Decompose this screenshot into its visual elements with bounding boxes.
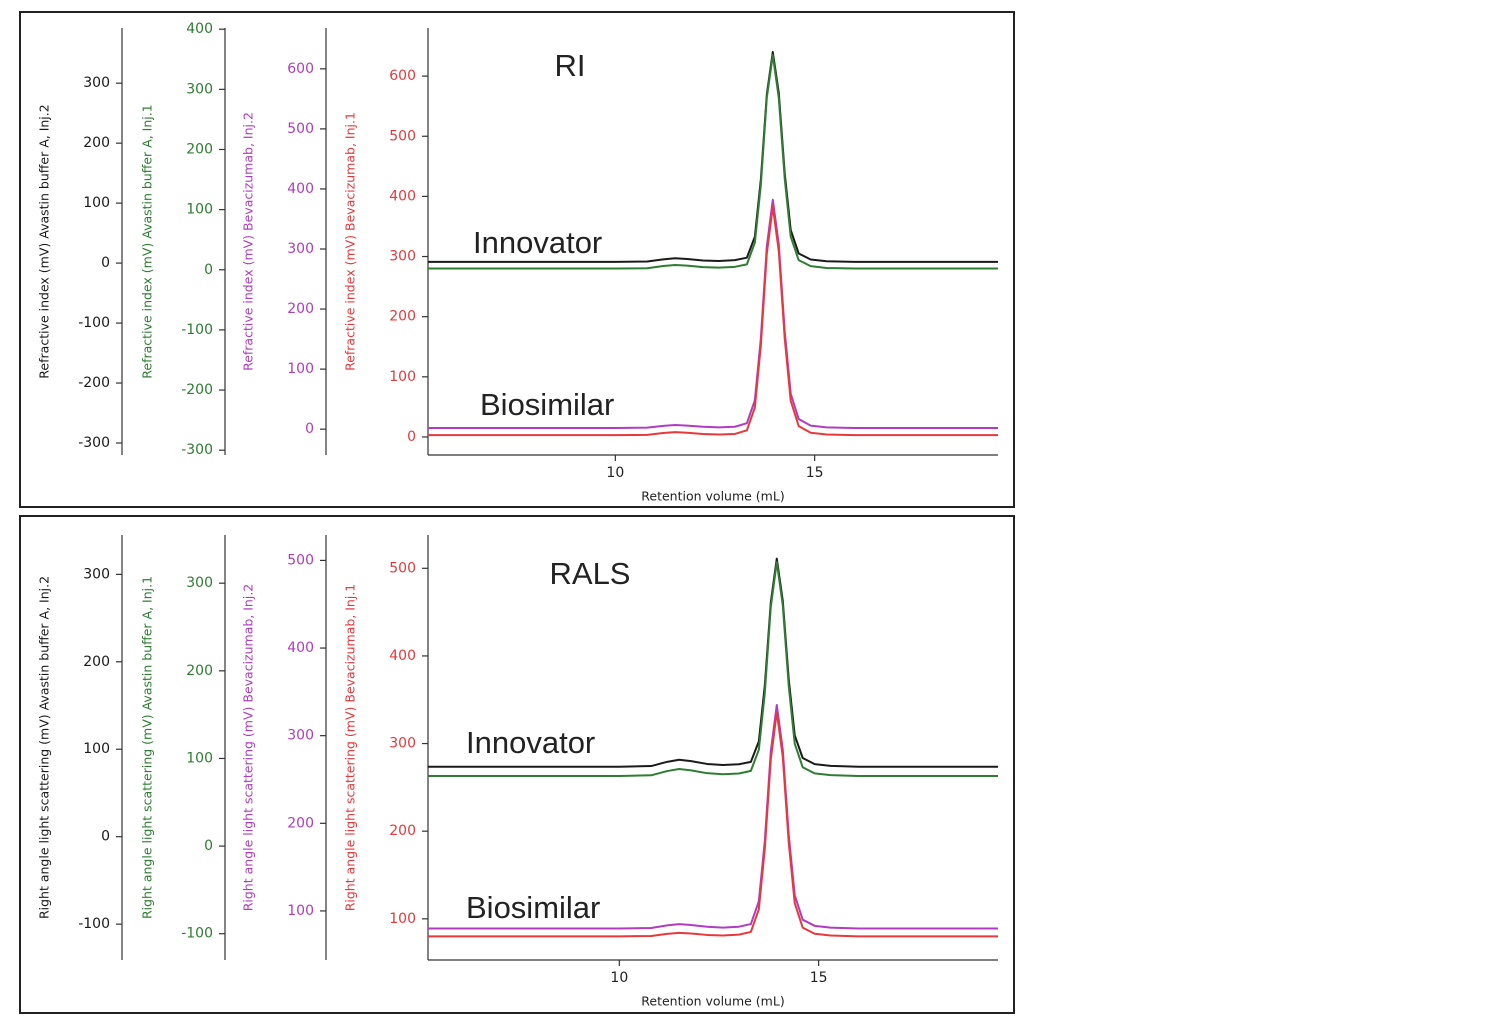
y-axis-label: Right angle light scattering (mV) Bevaci… bbox=[343, 584, 358, 912]
y-tick-label: 200 bbox=[389, 309, 416, 325]
y-tick-label: 400 bbox=[287, 640, 314, 656]
y-tick-label: -100 bbox=[181, 926, 213, 942]
y-tick-label: 0 bbox=[407, 429, 416, 445]
y-tick-label: 600 bbox=[287, 61, 314, 77]
y-tick-label: -300 bbox=[181, 442, 213, 458]
y-tick-label: 200 bbox=[186, 141, 213, 157]
y-tick-label: 0 bbox=[101, 829, 110, 845]
x-tick-label: 15 bbox=[810, 970, 828, 986]
y-tick-label: 300 bbox=[287, 728, 314, 744]
y-tick-label: 100 bbox=[287, 361, 314, 377]
y-axis-label: Refractive index (mV) Bevacizumab, Inj.2 bbox=[241, 112, 256, 371]
y-axis-label: Refractive index (mV) Avastin buffer A, … bbox=[140, 104, 155, 378]
y-tick-label: 200 bbox=[287, 815, 314, 831]
y-tick-label: 300 bbox=[83, 566, 110, 582]
y-tick-label: 100 bbox=[83, 741, 110, 757]
y-tick-label: 400 bbox=[186, 21, 213, 37]
y-tick-label: 200 bbox=[83, 654, 110, 670]
y-tick-label: 200 bbox=[287, 301, 314, 317]
series-line bbox=[428, 54, 998, 270]
y-tick-label: -300 bbox=[78, 435, 110, 451]
y-tick-label: 300 bbox=[389, 736, 416, 752]
chart-title: RALS bbox=[550, 556, 631, 591]
y-tick-label: 400 bbox=[389, 188, 416, 204]
y-tick-label: 400 bbox=[287, 181, 314, 197]
y-tick-label: 500 bbox=[287, 552, 314, 568]
y-tick-label: 300 bbox=[186, 575, 213, 591]
y-tick-label: 100 bbox=[186, 202, 213, 218]
annotation: Innovator bbox=[473, 225, 602, 260]
x-axis-label: Retention volume (mL) bbox=[641, 994, 784, 1009]
y-tick-label: 500 bbox=[389, 560, 416, 576]
y-tick-label: 0 bbox=[305, 421, 314, 437]
annotation: Biosimilar bbox=[466, 890, 600, 925]
y-tick-label: 100 bbox=[389, 369, 416, 385]
y-tick-label: 0 bbox=[101, 255, 110, 271]
y-tick-label: 500 bbox=[287, 121, 314, 137]
panel-frame bbox=[19, 515, 1015, 1014]
y-tick-label: 300 bbox=[186, 81, 213, 97]
series-line bbox=[428, 561, 998, 777]
y-tick-label: 200 bbox=[389, 823, 416, 839]
y-tick-label: -100 bbox=[78, 916, 110, 932]
y-tick-label: 300 bbox=[389, 249, 416, 265]
y-axis-label: Right angle light scattering (mV) Avasti… bbox=[140, 576, 155, 919]
y-tick-label: 500 bbox=[389, 128, 416, 144]
y-axis-label: Refractive index (mV) Avastin buffer A, … bbox=[37, 104, 52, 378]
y-tick-label: 300 bbox=[83, 75, 110, 91]
y-tick-label: 200 bbox=[186, 663, 213, 679]
y-tick-label: 400 bbox=[389, 648, 416, 664]
y-tick-label: 600 bbox=[389, 68, 416, 84]
y-tick-label: 0 bbox=[204, 262, 213, 278]
y-tick-label: -200 bbox=[78, 375, 110, 391]
x-tick-label: 10 bbox=[610, 970, 628, 986]
y-axis-label: Right angle light scattering (mV) Avasti… bbox=[37, 576, 52, 919]
panel-frame bbox=[19, 11, 1015, 508]
annotation: Biosimilar bbox=[480, 387, 614, 422]
y-tick-label: -100 bbox=[181, 322, 213, 338]
y-axis-label: Refractive index (mV) Bevacizumab, Inj.1 bbox=[343, 112, 358, 371]
series-line bbox=[428, 711, 998, 938]
y-tick-label: 200 bbox=[83, 135, 110, 151]
x-tick-label: 10 bbox=[606, 465, 624, 481]
chart-title: RI bbox=[555, 48, 586, 83]
y-tick-label: 100 bbox=[287, 903, 314, 919]
annotation: Innovator bbox=[466, 725, 595, 760]
y-tick-label: 100 bbox=[389, 911, 416, 927]
y-tick-label: 0 bbox=[204, 838, 213, 854]
y-tick-label: 100 bbox=[83, 195, 110, 211]
y-tick-label: -200 bbox=[181, 382, 213, 398]
x-tick-label: 15 bbox=[806, 465, 824, 481]
x-axis-label: Retention volume (mL) bbox=[641, 489, 784, 504]
series-line bbox=[428, 205, 998, 437]
y-tick-label: 300 bbox=[287, 241, 314, 257]
y-axis-label: Right angle light scattering (mV) Bevaci… bbox=[241, 584, 256, 912]
y-tick-label: 100 bbox=[186, 750, 213, 766]
y-tick-label: -100 bbox=[78, 315, 110, 331]
